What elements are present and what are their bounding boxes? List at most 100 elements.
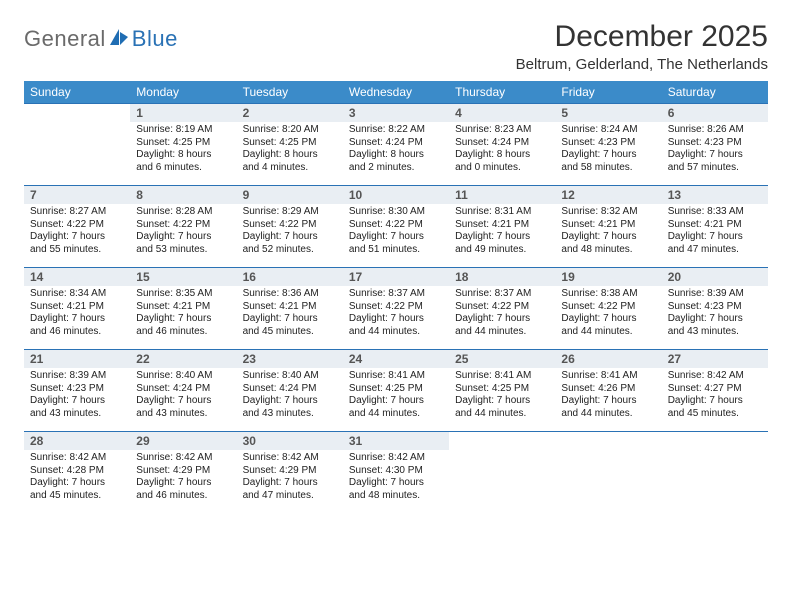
- sunset-text: Sunset: 4:22 PM: [30, 219, 124, 232]
- day-number: 13: [662, 186, 768, 204]
- sunset-text: Sunset: 4:22 PM: [349, 219, 443, 232]
- dow-sunday: Sunday: [24, 81, 130, 104]
- day-details: Sunrise: 8:32 AMSunset: 4:21 PMDaylight:…: [561, 206, 655, 256]
- day-cell: 6 Sunrise: 8:26 AMSunset: 4:23 PMDaylight…: [662, 104, 768, 186]
- daylight-text: Daylight: 7 hours and 55 minutes.: [30, 231, 124, 256]
- header: General Blue December 2025 Beltrum, Geld…: [24, 20, 768, 73]
- day-number: 27: [662, 350, 768, 368]
- sunrise-text: Sunrise: 8:30 AM: [349, 206, 443, 219]
- dow-saturday: Saturday: [662, 81, 768, 104]
- day-cell: 22 Sunrise: 8:40 AMSunset: 4:24 PMDayligh…: [130, 350, 236, 432]
- day-number: 6: [662, 104, 768, 122]
- daylight-text: Daylight: 7 hours and 43 minutes.: [136, 395, 230, 420]
- sunrise-text: Sunrise: 8:42 AM: [136, 452, 230, 465]
- daylight-text: Daylight: 7 hours and 46 minutes.: [136, 313, 230, 338]
- day-details: Sunrise: 8:36 AMSunset: 4:21 PMDaylight:…: [243, 288, 337, 338]
- day-cell: 10Sunrise: 8:30 AMSunset: 4:22 PMDayligh…: [343, 186, 449, 268]
- day-cell: 15Sunrise: 8:35 AMSunset: 4:21 PMDayligh…: [130, 268, 236, 350]
- day-number: 3: [343, 104, 449, 122]
- sunrise-text: Sunrise: 8:41 AM: [349, 370, 443, 383]
- daylight-text: Daylight: 7 hours and 44 minutes.: [349, 395, 443, 420]
- day-cell: 9Sunrise: 8:29 AMSunset: 4:22 PMDaylight…: [237, 186, 343, 268]
- sunrise-text: Sunrise: 8:24 AM: [561, 124, 655, 137]
- day-number: 22: [130, 350, 236, 368]
- sunrise-text: Sunrise: 8:42 AM: [243, 452, 337, 465]
- daylight-text: Daylight: 7 hours and 45 minutes.: [30, 477, 124, 502]
- brand-general: General: [24, 26, 106, 52]
- day-cell: [662, 432, 768, 514]
- day-details: Sunrise: 8:22 AMSunset: 4:24 PMDaylight:…: [349, 124, 443, 174]
- day-number: 7: [24, 186, 130, 204]
- daylight-text: Daylight: 7 hours and 48 minutes.: [349, 477, 443, 502]
- daylight-text: Daylight: 7 hours and 53 minutes.: [136, 231, 230, 256]
- sunset-text: Sunset: 4:23 PM: [668, 301, 762, 314]
- day-cell: 27Sunrise: 8:42 AMSunset: 4:27 PMDayligh…: [662, 350, 768, 432]
- day-number: 23: [237, 350, 343, 368]
- day-number: 31: [343, 432, 449, 450]
- day-cell: 7Sunrise: 8:27 AMSunset: 4:22 PMDaylight…: [24, 186, 130, 268]
- sunrise-text: Sunrise: 8:41 AM: [561, 370, 655, 383]
- sunrise-text: Sunrise: 8:35 AM: [136, 288, 230, 301]
- day-cell: 3 Sunrise: 8:22 AMSunset: 4:24 PMDaylight…: [343, 104, 449, 186]
- day-number: 29: [130, 432, 236, 450]
- daylight-text: Daylight: 7 hours and 44 minutes.: [561, 313, 655, 338]
- sunrise-text: Sunrise: 8:29 AM: [243, 206, 337, 219]
- daylight-text: Daylight: 7 hours and 48 minutes.: [561, 231, 655, 256]
- day-details: Sunrise: 8:42 AMSunset: 4:29 PMDaylight:…: [136, 452, 230, 502]
- day-cell: 8 Sunrise: 8:28 AMSunset: 4:22 PMDaylight…: [130, 186, 236, 268]
- day-details: Sunrise: 8:20 AMSunset: 4:25 PMDaylight:…: [243, 124, 337, 174]
- sunrise-text: Sunrise: 8:36 AM: [243, 288, 337, 301]
- sunrise-text: Sunrise: 8:39 AM: [668, 288, 762, 301]
- day-cell: 24Sunrise: 8:41 AMSunset: 4:25 PMDayligh…: [343, 350, 449, 432]
- sunrise-text: Sunrise: 8:41 AM: [455, 370, 549, 383]
- daylight-text: Daylight: 7 hours and 57 minutes.: [668, 149, 762, 174]
- daylight-text: Daylight: 7 hours and 44 minutes.: [455, 395, 549, 420]
- sunset-text: Sunset: 4:21 PM: [668, 219, 762, 232]
- location: Beltrum, Gelderland, The Netherlands: [516, 56, 768, 73]
- day-number: 8: [130, 186, 236, 204]
- sunrise-text: Sunrise: 8:42 AM: [30, 452, 124, 465]
- day-details: Sunrise: 8:26 AMSunset: 4:23 PMDaylight:…: [668, 124, 762, 174]
- sunrise-text: Sunrise: 8:31 AM: [455, 206, 549, 219]
- sunset-text: Sunset: 4:21 PM: [243, 301, 337, 314]
- day-number: 5: [555, 104, 661, 122]
- sunrise-text: Sunrise: 8:28 AM: [136, 206, 230, 219]
- daylight-text: Daylight: 7 hours and 47 minutes.: [243, 477, 337, 502]
- sunset-text: Sunset: 4:22 PM: [349, 301, 443, 314]
- sunrise-text: Sunrise: 8:19 AM: [136, 124, 230, 137]
- day-number: 1: [130, 104, 236, 122]
- sail-icon: [109, 28, 129, 51]
- day-number: 16: [237, 268, 343, 286]
- sunset-text: Sunset: 4:24 PM: [136, 383, 230, 396]
- day-details: Sunrise: 8:41 AMSunset: 4:25 PMDaylight:…: [455, 370, 549, 420]
- day-details: Sunrise: 8:19 AMSunset: 4:25 PMDaylight:…: [136, 124, 230, 174]
- week-row: 1Sunrise: 8:19 AMSunset: 4:25 PMDaylight…: [24, 104, 768, 186]
- sunset-text: Sunset: 4:25 PM: [136, 137, 230, 150]
- week-row: 21Sunrise: 8:39 AMSunset: 4:23 PMDayligh…: [24, 350, 768, 432]
- week-row: 14Sunrise: 8:34 AMSunset: 4:21 PMDayligh…: [24, 268, 768, 350]
- sunset-text: Sunset: 4:29 PM: [243, 465, 337, 478]
- day-details: Sunrise: 8:40 AMSunset: 4:24 PMDaylight:…: [136, 370, 230, 420]
- day-cell: 19Sunrise: 8:38 AMSunset: 4:22 PMDayligh…: [555, 268, 661, 350]
- day-details: Sunrise: 8:28 AMSunset: 4:22 PMDaylight:…: [136, 206, 230, 256]
- sunrise-text: Sunrise: 8:34 AM: [30, 288, 124, 301]
- title-block: December 2025 Beltrum, Gelderland, The N…: [516, 20, 768, 73]
- daylight-text: Daylight: 7 hours and 46 minutes.: [30, 313, 124, 338]
- daylight-text: Daylight: 7 hours and 44 minutes.: [561, 395, 655, 420]
- sunset-text: Sunset: 4:28 PM: [30, 465, 124, 478]
- day-details: Sunrise: 8:31 AMSunset: 4:21 PMDaylight:…: [455, 206, 549, 256]
- day-cell: 4Sunrise: 8:23 AMSunset: 4:24 PMDaylight…: [449, 104, 555, 186]
- day-cell: [449, 432, 555, 514]
- day-number: 4: [449, 104, 555, 122]
- sunset-text: Sunset: 4:27 PM: [668, 383, 762, 396]
- sunrise-text: Sunrise: 8:26 AM: [668, 124, 762, 137]
- day-details: Sunrise: 8:39 AMSunset: 4:23 PMDaylight:…: [30, 370, 124, 420]
- day-details: Sunrise: 8:41 AMSunset: 4:25 PMDaylight:…: [349, 370, 443, 420]
- day-cell: 11Sunrise: 8:31 AMSunset: 4:21 PMDayligh…: [449, 186, 555, 268]
- daylight-text: Daylight: 8 hours and 6 minutes.: [136, 149, 230, 174]
- sunset-text: Sunset: 4:26 PM: [561, 383, 655, 396]
- sunrise-text: Sunrise: 8:40 AM: [136, 370, 230, 383]
- day-cell: 13Sunrise: 8:33 AMSunset: 4:21 PMDayligh…: [662, 186, 768, 268]
- week-row: 7Sunrise: 8:27 AMSunset: 4:22 PMDaylight…: [24, 186, 768, 268]
- dow-thursday: Thursday: [449, 81, 555, 104]
